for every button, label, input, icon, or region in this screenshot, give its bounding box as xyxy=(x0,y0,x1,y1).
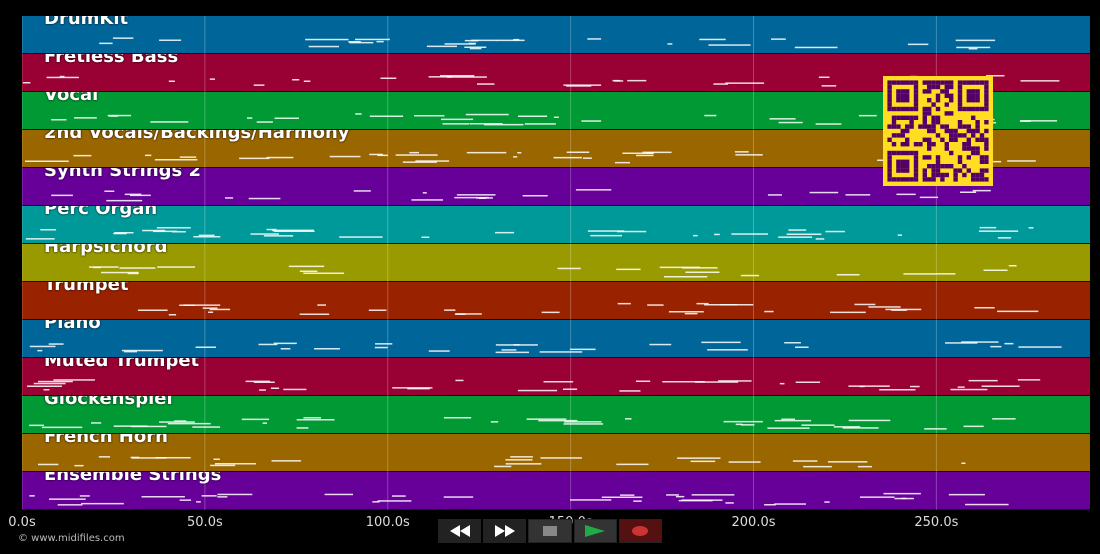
track-name: 2nd Vocals/Backings/Harmony xyxy=(44,130,350,143)
fast-forward-button[interactable] xyxy=(483,519,527,543)
track-lane[interactable]: Trumpet xyxy=(22,282,1090,320)
track-name: Synth Strings 2 xyxy=(44,168,202,181)
time-tick-label: 0.0s xyxy=(8,515,36,530)
track-name: Harpsichord xyxy=(44,244,168,257)
track-name: Piano xyxy=(44,320,101,333)
track-name: Ensemble Strings xyxy=(44,472,222,485)
track-name: DrumKit xyxy=(44,16,129,29)
track-name: Perc Organ xyxy=(44,206,158,219)
track-name: Glockenspiel xyxy=(44,396,173,409)
rewind-button[interactable] xyxy=(438,519,482,543)
stop-button[interactable] xyxy=(528,519,572,543)
transport-controls xyxy=(438,519,663,543)
record-icon xyxy=(632,526,649,536)
track-name: Muted Trumpet xyxy=(44,358,200,371)
rewind-icon xyxy=(449,525,470,537)
record-button[interactable] xyxy=(618,519,663,543)
qr-code-icon xyxy=(883,76,993,186)
note-marks xyxy=(137,302,1039,316)
time-tick-label: 200.0s xyxy=(731,515,776,530)
track-lane[interactable]: Ensemble Strings xyxy=(22,472,1090,510)
note-marks xyxy=(25,226,1034,240)
track-name: Fretless Bass xyxy=(44,54,179,67)
track-lane[interactable]: DrumKit xyxy=(22,16,1090,54)
time-tick-label: 250.0s xyxy=(914,515,959,530)
track-name: Vocal xyxy=(44,92,99,105)
track-lane[interactable]: Perc Organ xyxy=(22,206,1090,244)
play-icon xyxy=(585,525,606,537)
play-button[interactable] xyxy=(573,519,617,543)
track-lane[interactable]: Glockenspiel xyxy=(22,396,1090,434)
track-lane[interactable]: Harpsichord xyxy=(22,244,1090,282)
track-name: Trumpet xyxy=(44,282,129,295)
time-tick-label: 50.0s xyxy=(187,515,223,530)
stop-icon xyxy=(543,526,557,536)
note-marks xyxy=(29,417,1016,430)
note-marks xyxy=(89,265,1017,278)
track-lane[interactable]: French Horn xyxy=(22,434,1090,472)
fast-forward-icon xyxy=(494,525,515,537)
copyright-text: © www.midifiles.com xyxy=(18,533,125,544)
track-lane[interactable]: Muted Trumpet xyxy=(22,358,1090,396)
note-marks xyxy=(29,341,1062,354)
track-lane[interactable]: Piano xyxy=(22,320,1090,358)
note-marks xyxy=(99,37,996,50)
track-name: French Horn xyxy=(44,434,168,447)
time-tick-label: 100.0s xyxy=(365,515,410,530)
note-marks xyxy=(38,456,966,468)
